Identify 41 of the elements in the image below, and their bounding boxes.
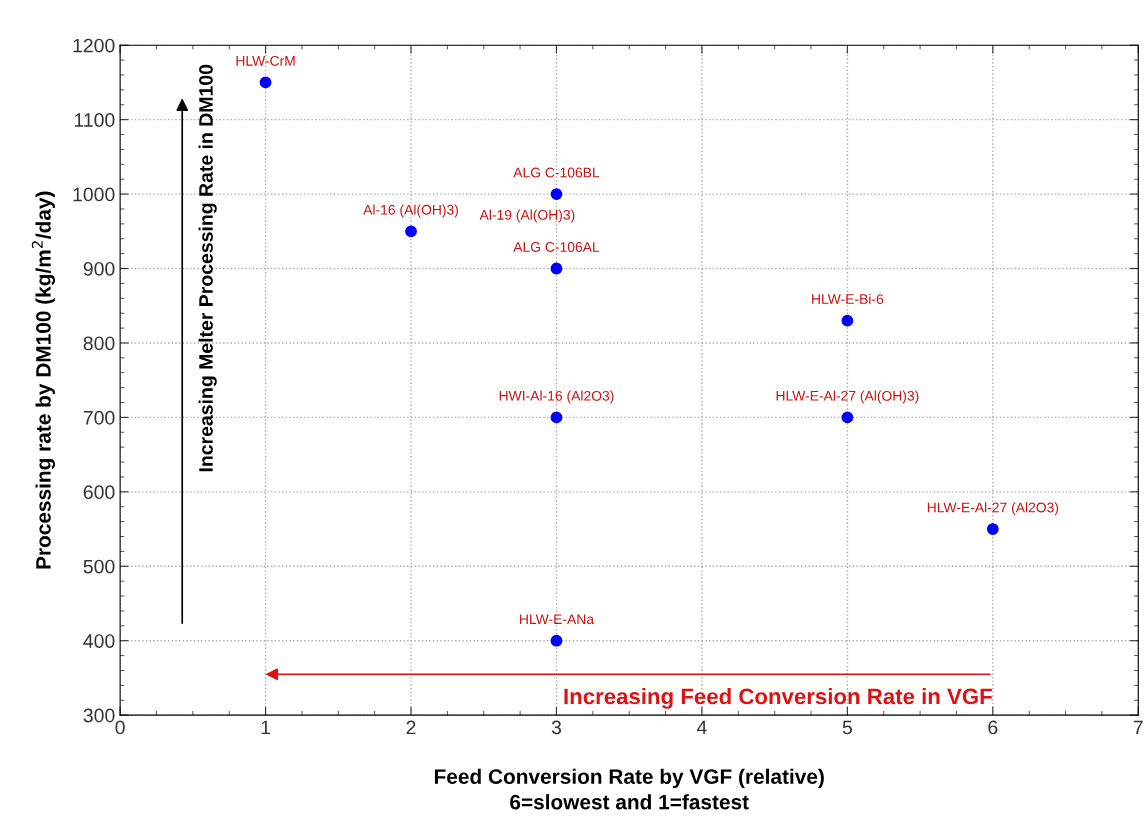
x-tick-label: 3 (551, 720, 562, 735)
y-tick-label: 400 (83, 634, 115, 648)
point (405, 225, 417, 238)
point (550, 262, 563, 275)
annotation: HLW-CrM (236, 55, 295, 66)
point (841, 314, 854, 327)
y-tick-label: 800 (83, 336, 115, 351)
annotation: HLW-E-ANa (520, 614, 595, 625)
y-tick-label: 1200 (73, 38, 115, 53)
point (550, 188, 563, 200)
y-tick-label: 300 (83, 708, 115, 723)
y-axis-title: Processing rate by DM100 (kg/m$^{2}$/day) (31, 191, 56, 569)
annotation: Al-19 (Al(OH)3) (479, 209, 575, 223)
y-tick-label: 1100 (74, 113, 115, 127)
x-tick-label: 5 (842, 720, 852, 735)
y-tick-label: 700 (83, 410, 115, 425)
x-tick-label: 7 (1133, 720, 1143, 735)
x-tick-label: 2 (406, 720, 416, 735)
annotation: HLW-E-Bi-6 (812, 293, 884, 304)
point (986, 523, 999, 535)
x-tick-label: 1 (261, 720, 271, 735)
point (841, 411, 854, 424)
annotation: Increasing Melter Processing Rate in DM100 (198, 64, 217, 472)
y-tick-label: 900 (83, 261, 115, 276)
annotation: HLW-E-Al-27 (Al(OH)3) (776, 390, 919, 404)
annotation: ALG C-106BL (513, 167, 600, 178)
point (550, 411, 563, 424)
annotation: HWI-Al-16 (Al2O3) (499, 390, 614, 404)
y-tick-label: 1000 (73, 187, 115, 202)
annotation: Al-16 (Al(OH)3) (363, 204, 459, 218)
point (550, 634, 563, 647)
point (259, 76, 272, 89)
y-tick-label: 600 (83, 485, 115, 500)
x-axis-title: Feed Conversion Rate by VGF (relative) 6=slowest and 1=fastest (434, 768, 824, 810)
x-tick-label: 4 (696, 720, 707, 735)
x-tick-label: 0 (115, 720, 125, 735)
annotation: Increasing Feed Conversion Rate in VGF (564, 687, 992, 709)
x-tick-label: 6 (988, 720, 998, 735)
annotation: HLW-E-Al-27 (Al2O3) (927, 502, 1059, 516)
annotation: ALG C-106AL (513, 242, 600, 252)
y-tick-label: 500 (83, 559, 115, 574)
